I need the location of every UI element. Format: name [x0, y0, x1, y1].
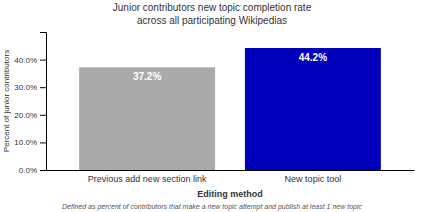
bar	[79, 67, 215, 170]
subtitle: across all participating Wikipedias	[137, 15, 287, 26]
y-tick-label: 20.0%	[14, 111, 37, 120]
y-tick-mark	[40, 142, 46, 143]
x-axis: Previous add new section link New topic t…	[47, 170, 415, 184]
chart: Junior contributors new topic completion…	[0, 0, 424, 212]
y-axis-line	[40, 33, 47, 171]
y-axis-title: Percent of junior contributors	[2, 50, 11, 152]
y-tick-label: 10.0%	[14, 138, 37, 147]
x-axis-title: Editing method	[197, 189, 263, 199]
y-tick-label: 40.0%	[14, 56, 37, 65]
data-label: 44.2%	[299, 52, 327, 63]
y-tick-label: 30.0%	[14, 83, 37, 92]
y-tick: 20.0%	[14, 111, 46, 120]
y-tick: 30.0%	[14, 83, 46, 92]
x-tick-label: Previous add new section link	[88, 174, 207, 184]
y-axis: 0.0% 10.0% 20.0% 30.0% 40.0%	[14, 33, 46, 176]
y-tick: 10.0%	[14, 138, 46, 147]
y-tick-mark	[40, 60, 46, 61]
y-tick: 0.0%	[19, 166, 46, 175]
x-tick-label: New topic tool	[285, 174, 342, 184]
title: Junior contributors new topic completion…	[113, 2, 312, 13]
data-label: 37.2%	[133, 71, 161, 82]
x-tick: New topic tool	[285, 170, 342, 184]
footnote: Defined as percent of contributors that …	[62, 203, 363, 211]
bar	[245, 48, 381, 170]
y-tick-label: 0.0%	[19, 166, 37, 175]
x-axis-line	[47, 170, 415, 171]
x-tick: Previous add new section link	[88, 170, 207, 184]
plot: 37.2% 44.2% Previous add new section link N…	[14, 33, 414, 185]
data-labels: 37.2% 44.2%	[133, 52, 327, 82]
y-tick-mark	[40, 87, 46, 88]
y-tick-mark	[40, 115, 46, 116]
bars	[79, 48, 381, 170]
y-tick: 40.0%	[14, 56, 46, 65]
y-tick-mark	[40, 170, 46, 171]
